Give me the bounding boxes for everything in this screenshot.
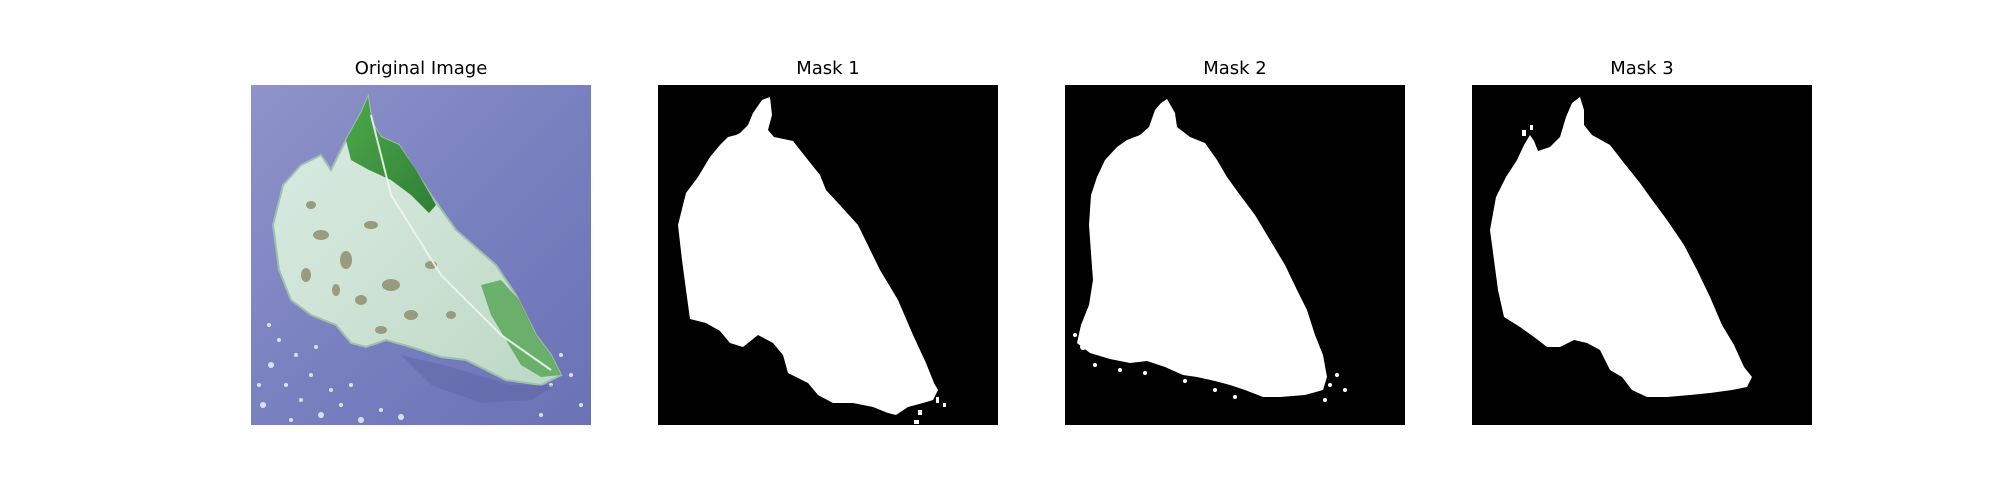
panel-title: Mask 2	[1203, 58, 1267, 79]
panel-title: Mask 1	[796, 58, 860, 79]
mask-3-image	[1472, 85, 1812, 425]
mask-3	[1472, 85, 1812, 425]
original-image	[251, 85, 591, 425]
panel-mask-3: Mask 3	[1472, 58, 1812, 425]
panel-mask-1: Mask 1	[658, 58, 998, 425]
leaf-photo	[251, 85, 591, 425]
mask-2-image	[1065, 85, 1405, 425]
panel-title: Original Image	[354, 58, 488, 79]
mask-1	[658, 85, 998, 425]
panel-mask-2: Mask 2	[1065, 58, 1405, 425]
panel-title: Mask 3	[1610, 58, 1674, 79]
panel-original-image: Original Image	[251, 58, 591, 425]
mask-1-image	[658, 85, 998, 425]
mask-2	[1065, 85, 1405, 425]
